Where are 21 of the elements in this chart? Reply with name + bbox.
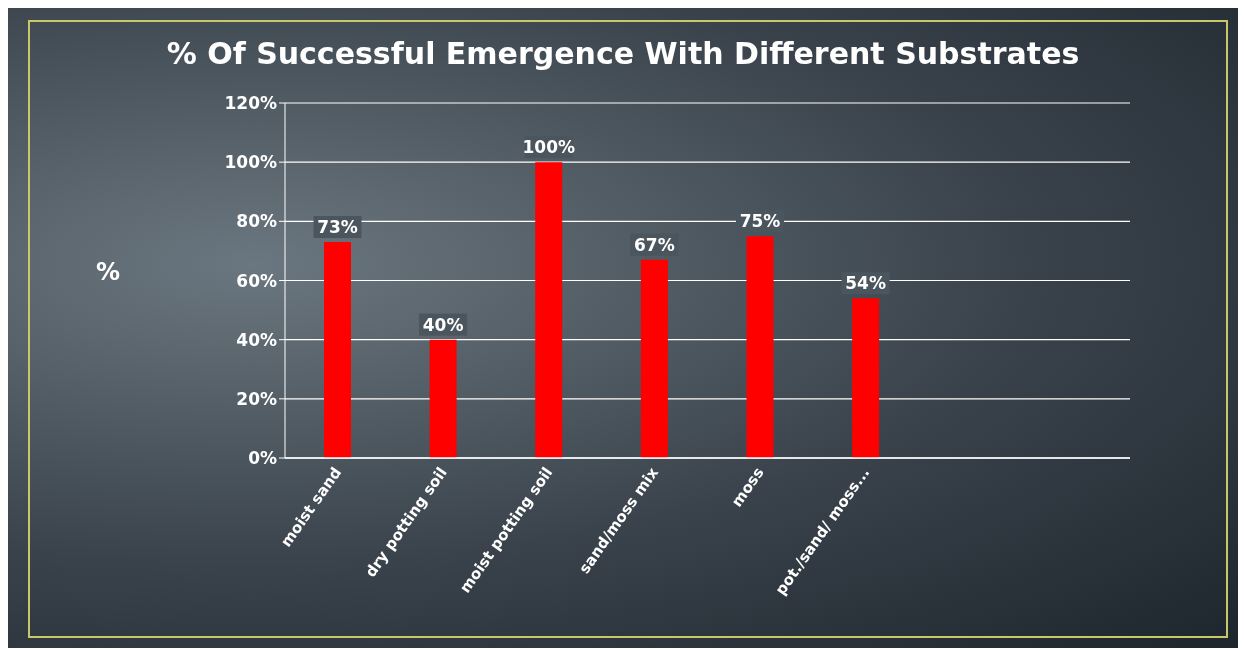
bar (324, 242, 351, 458)
data-label: 54% (845, 273, 886, 294)
y-tick-label: 20% (236, 388, 277, 409)
bar (640, 259, 668, 458)
y-tick-label: 60% (236, 270, 277, 291)
data-label: 73% (317, 217, 358, 238)
data-label: 67% (634, 234, 675, 255)
y-axis-title: % (96, 258, 121, 286)
bar (746, 236, 774, 458)
bar (852, 298, 880, 458)
data-label: 40% (422, 314, 464, 335)
chart-title: % Of Successful Emergence With Different Substrates (165, 36, 1081, 71)
y-tick-label: 80% (236, 211, 277, 232)
y-tick-label: 120% (224, 93, 277, 114)
y-tick-label: 40% (236, 329, 277, 350)
y-tick-label: 0% (248, 448, 277, 469)
data-label: 75% (739, 211, 781, 232)
data-label: 100% (522, 137, 576, 158)
bar (429, 339, 457, 458)
y-tick-label: 100% (224, 152, 277, 173)
bar (535, 162, 563, 458)
